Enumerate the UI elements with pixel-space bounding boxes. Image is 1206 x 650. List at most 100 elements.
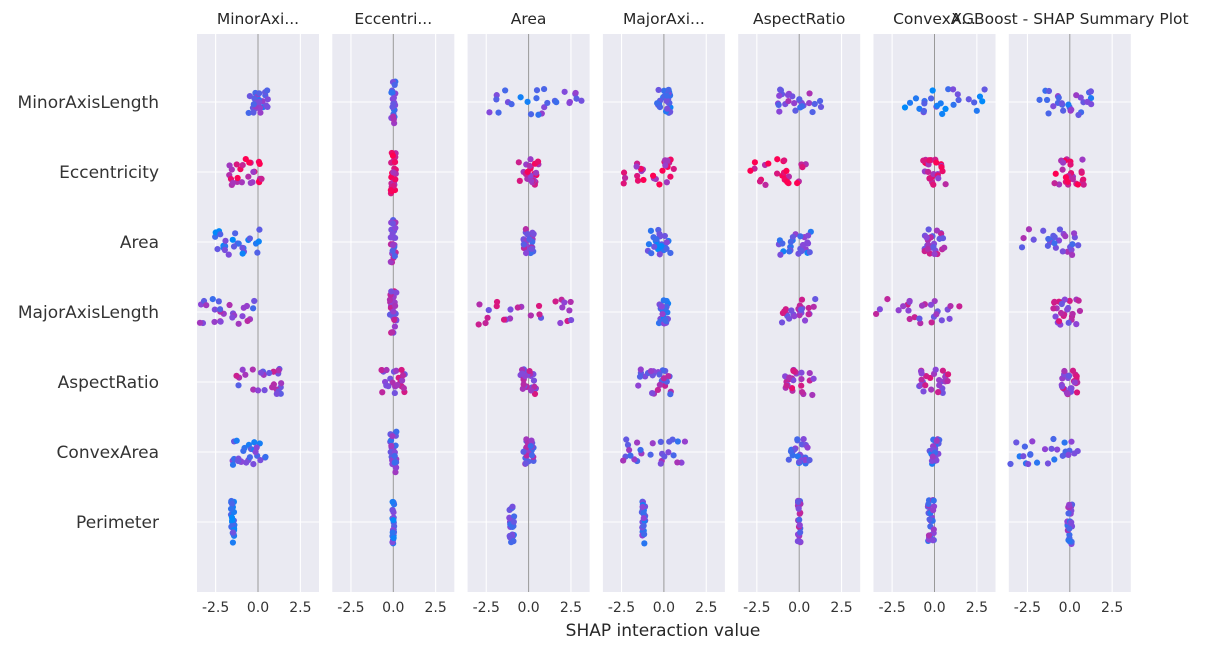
shap-point [256,90,263,97]
shap-point [795,458,803,466]
shap-point [253,444,260,451]
shap-point [573,95,580,102]
panel-title: Eccentri... [354,10,432,28]
shap-point [249,366,256,373]
shap-point [393,367,400,374]
shap-point [528,452,536,459]
shap-point [523,250,530,257]
shap-point [476,301,483,308]
shap-point [242,371,249,378]
shap-point [391,452,398,460]
x-tick-label: 0.0 [517,600,539,616]
shap-point [527,312,534,319]
shap-point [620,457,627,464]
shap-point [1025,460,1032,468]
shap-point [659,167,666,174]
shap-point [243,459,250,466]
shap-point [674,459,681,466]
shap-point [1055,318,1063,325]
shap-point [390,169,397,176]
shap-point [930,497,937,504]
shap-point [925,226,932,233]
shap-point [1056,226,1064,233]
shap-point [938,164,945,171]
shap-point [217,231,224,238]
shap-point [1067,161,1074,168]
shap-point [920,388,927,395]
shap-point [222,237,229,244]
shap-point [544,99,551,107]
shap-point [1073,373,1080,380]
shap-point [391,389,398,397]
shap-point [203,302,210,309]
shap-point [211,306,218,313]
shap-point [796,521,803,529]
interaction-panel: MinorAxi... -2.5 0.0 2.5 [196,10,319,616]
shap-point [533,95,540,102]
shap-point [1051,298,1058,305]
shap-point [806,456,813,464]
shap-point [944,377,951,385]
shap-point [1030,236,1037,243]
shap-point [1040,227,1047,234]
shap-point [209,296,216,303]
shap-point [664,157,671,164]
shap-point [257,109,264,116]
shap-point [773,170,781,177]
shap-point [535,302,543,310]
shap-point [510,538,517,545]
shap-point [1059,159,1067,166]
shap-point [249,179,256,186]
shap-point [926,175,933,182]
shap-point [920,157,927,164]
shap-point [1048,445,1055,452]
shap-point [1080,181,1087,188]
shap-point [400,385,407,392]
interaction-panel: Area -2.5 0.0 2.5 [467,10,590,616]
shap-point [797,306,805,313]
shap-point [906,315,913,323]
shap-point [620,180,627,187]
x-tick-label: 2.5 [695,600,717,616]
shap-point [637,366,644,373]
shap-point [240,304,247,311]
shap-point [647,368,655,375]
shap-point [509,503,516,510]
shap-point [578,97,585,104]
shap-point [244,317,251,325]
shap-point [1029,438,1036,445]
shap-point [799,164,806,171]
shap-point [535,111,542,118]
shap-point [620,169,628,176]
shap-point [658,243,665,250]
shap-point [389,329,396,336]
shap-point [392,224,399,232]
shap-point [933,102,941,109]
shap-point [1007,460,1014,468]
shap-point [390,113,397,120]
shap-point [567,316,575,324]
shap-point [912,95,920,102]
shap-point [786,248,793,255]
panel-title: Area [511,10,547,28]
shap-point [386,296,394,303]
shap-point [552,298,559,305]
shap-point [273,390,280,397]
shap-point [627,452,634,459]
shap-point [239,313,246,320]
shap-point [806,100,813,107]
shap-point [806,90,813,97]
shap-point [905,307,912,314]
shap-point [626,446,633,454]
shap-point [911,314,918,321]
shap-point [787,448,795,455]
shap-point [976,93,984,100]
shap-point [925,168,932,176]
shap-point [794,538,801,545]
shap-point [784,178,791,185]
shap-point [526,368,533,375]
shap-point [971,99,978,106]
shap-point [257,457,264,464]
shap-point [779,240,786,247]
shap-point [388,442,395,450]
